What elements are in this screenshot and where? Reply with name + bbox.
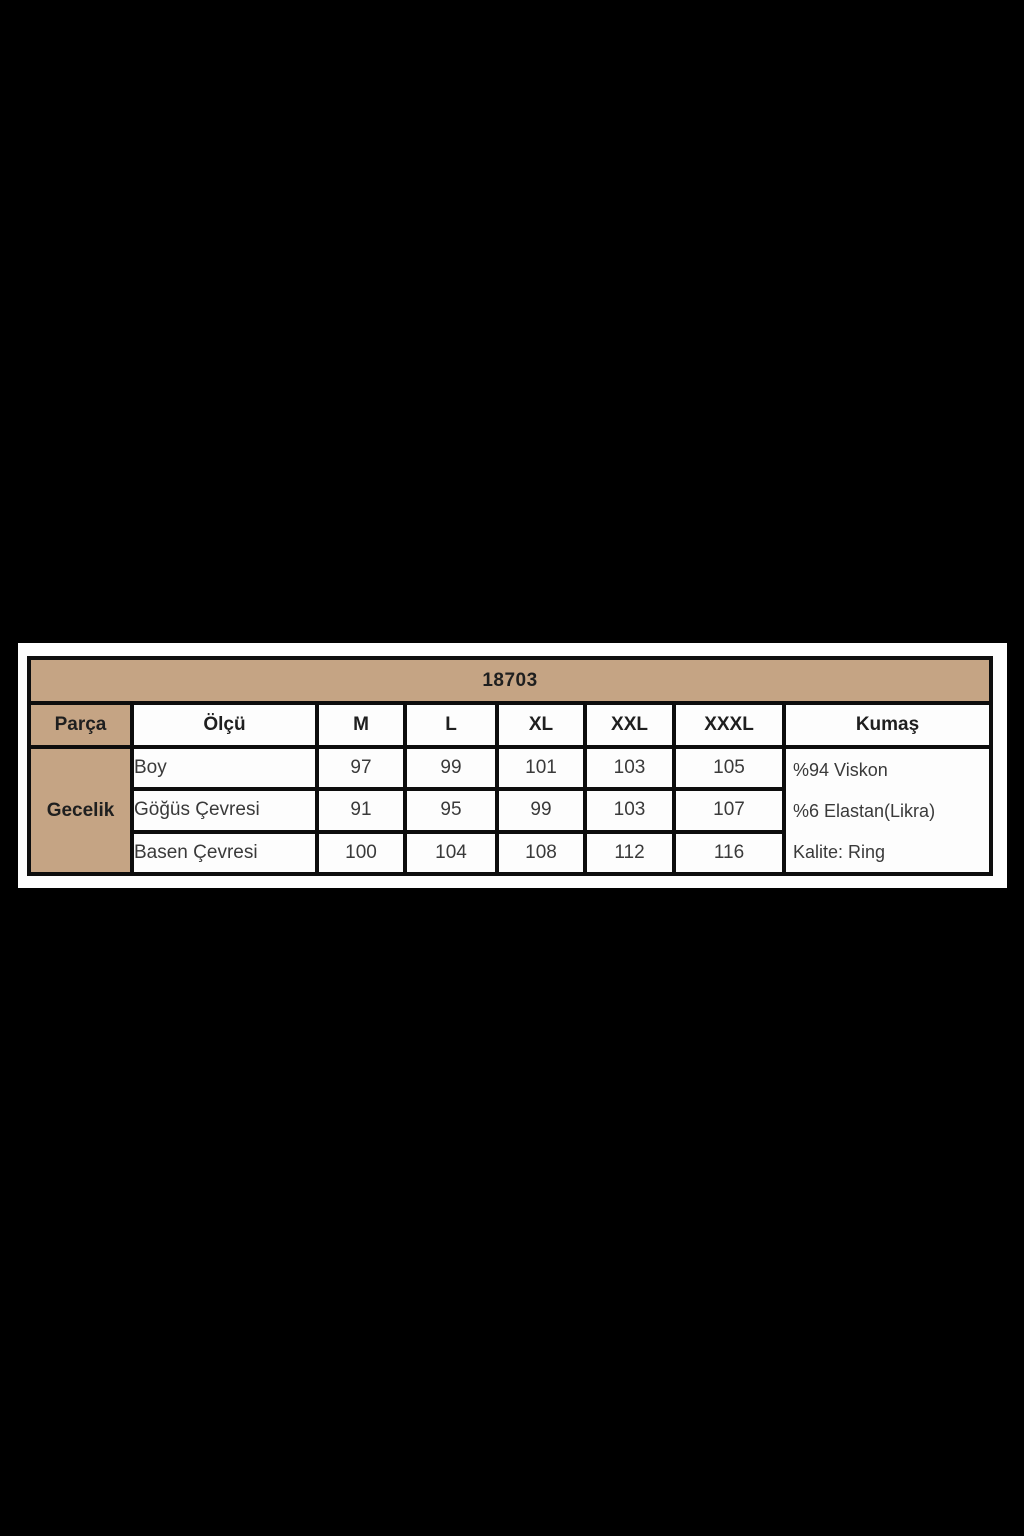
size-value: 91	[315, 787, 407, 834]
model-number: 18703	[27, 656, 993, 705]
table-row-gogus: Göğüs Çevresi 91 95 99 103 107	[29, 787, 991, 834]
size-value: 101	[495, 744, 587, 792]
column-header-xxl: XXL	[583, 701, 676, 749]
size-chart-sheet: 18703 Parça Ölçü M L XL XXL XXXL Kumaş G…	[18, 643, 1007, 888]
size-value: 105	[672, 744, 786, 792]
column-header-m: M	[315, 701, 407, 749]
size-value: 95	[403, 787, 499, 834]
size-value: 112	[583, 829, 676, 877]
fabric-info-cell: %94 Viskon %6 Elastan(Likra) Kalite: Rin…	[782, 745, 993, 876]
measurement-label-boy: Boy	[130, 744, 319, 792]
size-value: 108	[495, 829, 587, 877]
size-value: 116	[672, 829, 786, 877]
fabric-line-kalite: Kalite: Ring	[793, 841, 886, 862]
column-header-kumas: Kumaş	[782, 701, 993, 749]
column-header-l: L	[403, 701, 499, 749]
size-value: 104	[403, 829, 499, 877]
measurement-label-basen: Basen Çevresi	[130, 829, 319, 877]
table-row-basen: Basen Çevresi 100 104 108 112 116	[29, 829, 991, 877]
size-value: 107	[672, 787, 786, 834]
fabric-info-stack: %94 Viskon %6 Elastan(Likra) Kalite: Rin…	[788, 751, 987, 870]
column-header-parca: Parça	[27, 701, 134, 749]
measurement-label-gogus: Göğüs Çevresi	[130, 787, 319, 834]
fabric-line-elastan: %6 Elastan(Likra)	[793, 800, 936, 821]
fabric-line-viskon: %94 Viskon	[793, 759, 888, 780]
table-row-boy: Gecelik Boy 97 99 101 103 105 %94 Viskon…	[27, 744, 993, 876]
column-header-xl: XL	[495, 701, 587, 749]
size-chart-table: 18703 Parça Ölçü M L XL XXL XXXL Kumaş G…	[27, 656, 993, 877]
size-value: 103	[583, 787, 676, 834]
size-value: 103	[583, 744, 676, 792]
piece-cell-gecelik: Gecelik	[27, 745, 134, 876]
size-value: 99	[495, 787, 587, 834]
size-value: 100	[315, 829, 407, 877]
size-value: 99	[403, 744, 499, 792]
column-header-olcu: Ölçü	[130, 701, 319, 749]
column-header-xxxl: XXXL	[672, 701, 786, 749]
size-value: 97	[315, 744, 407, 792]
